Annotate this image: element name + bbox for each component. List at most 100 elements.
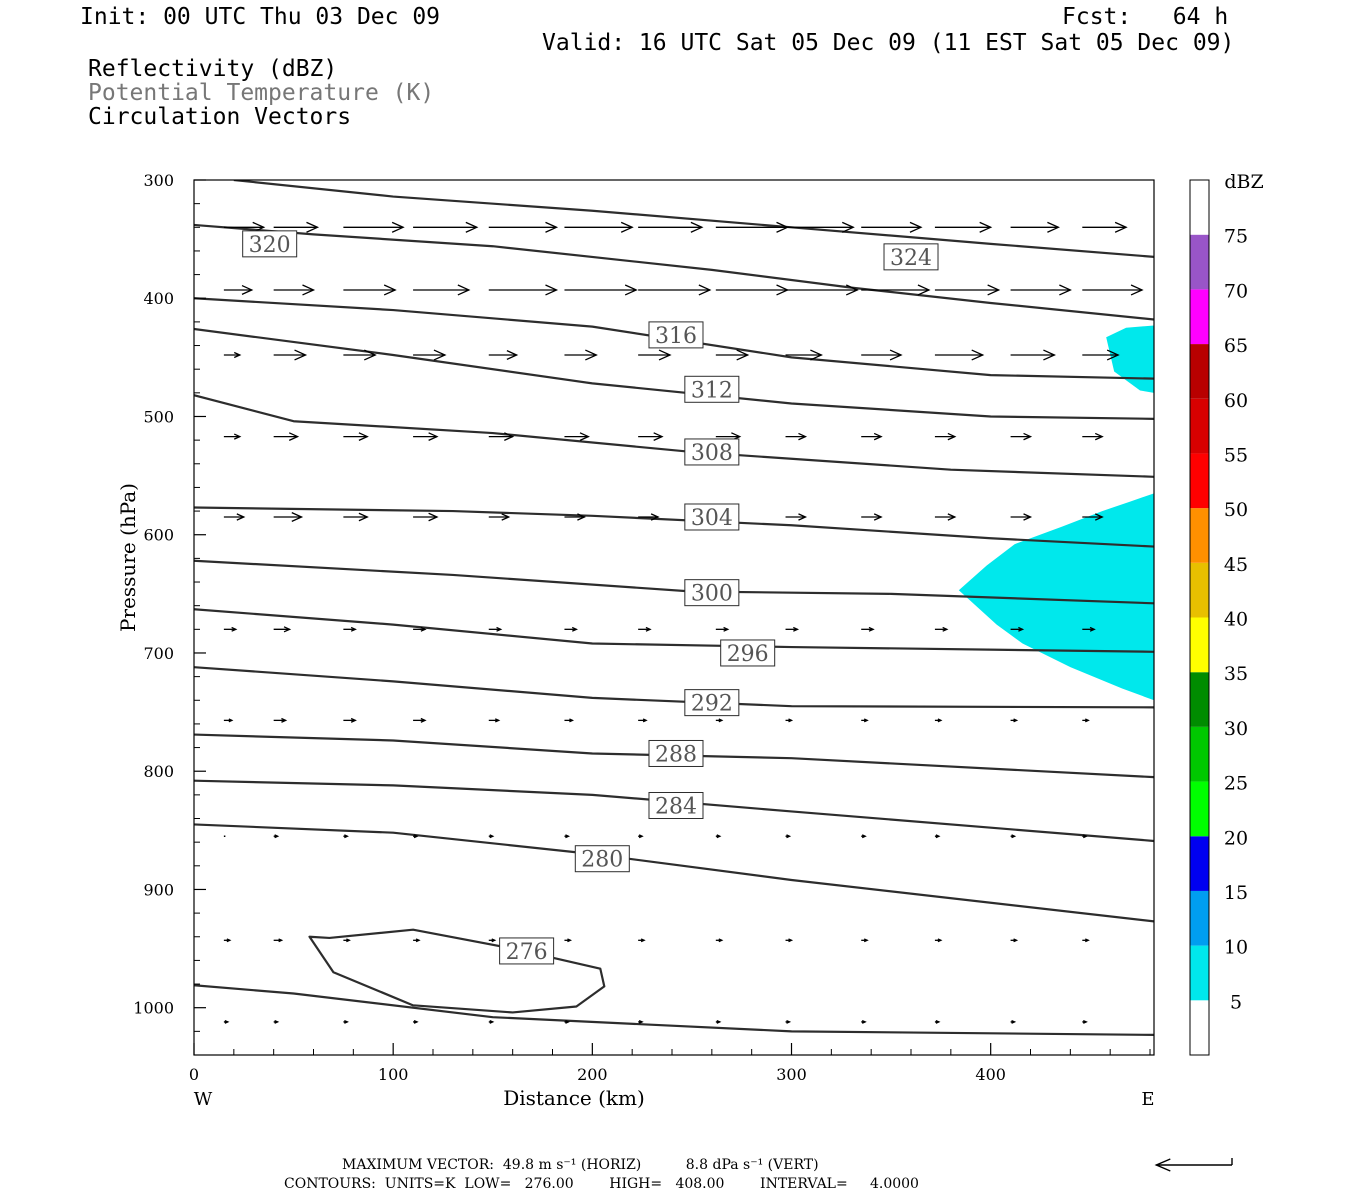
vector-arrow xyxy=(413,284,471,296)
vector-arrow xyxy=(343,1019,349,1024)
vector-arrow xyxy=(1010,349,1056,361)
vector-arrow xyxy=(638,718,648,723)
vector-arrow xyxy=(223,718,234,723)
vector-head xyxy=(716,1019,722,1024)
theta-contour-284 xyxy=(194,779,1154,843)
y-tick-label-500: 500 xyxy=(143,407,174,426)
vector-head xyxy=(1011,834,1017,839)
vector-head xyxy=(1043,349,1056,361)
vector-arrow xyxy=(273,512,304,522)
vector-arrow xyxy=(343,938,351,943)
contour-label-300: 300 xyxy=(691,582,733,607)
vector-arrow xyxy=(861,1019,867,1024)
vector-head xyxy=(1085,718,1090,723)
contour-label-308: 308 xyxy=(691,441,733,466)
vector-head xyxy=(413,1019,419,1024)
colorbar-label-60: 60 xyxy=(1224,390,1248,412)
vector-head xyxy=(494,718,501,723)
colorbar-label-65: 65 xyxy=(1224,335,1248,357)
vector-head xyxy=(889,349,903,361)
vector-head xyxy=(937,938,943,943)
vector-arrow xyxy=(785,1019,792,1024)
colorbar-segment xyxy=(1190,508,1209,563)
vector-arrow xyxy=(273,834,280,839)
contour-label-304: 304 xyxy=(691,506,733,531)
vector-head xyxy=(545,284,559,296)
circulation-vectors xyxy=(223,221,1144,1024)
theta-contour-308 xyxy=(194,394,1154,478)
vector-arrow xyxy=(564,938,573,943)
vector-head xyxy=(1094,513,1104,521)
x-tick-label-300: 300 xyxy=(776,1065,807,1084)
vector-head xyxy=(718,718,724,723)
vector-arrow xyxy=(638,432,664,441)
colorbar-label-10: 10 xyxy=(1224,937,1248,959)
vector-arrow xyxy=(1082,626,1096,632)
y-tick-label-800: 800 xyxy=(143,762,174,781)
vector-head xyxy=(545,221,559,233)
contour-label-box xyxy=(574,845,630,873)
vector-arrow xyxy=(638,1019,644,1024)
vector-head xyxy=(465,221,479,233)
vector-head xyxy=(1023,432,1033,441)
vector-head xyxy=(344,834,349,839)
vector-head xyxy=(491,938,497,943)
vector-head xyxy=(798,513,808,521)
vector-head xyxy=(947,513,957,521)
field-potential-temperature: Potential Temperature (K) xyxy=(88,80,435,106)
vector-head xyxy=(344,1019,349,1024)
vector-arrow xyxy=(1082,938,1090,943)
vector-head xyxy=(506,350,519,360)
vector-arrow xyxy=(343,834,349,839)
vector-arrow xyxy=(861,834,867,839)
vector-head xyxy=(391,221,405,233)
contour-label-box xyxy=(720,639,776,667)
vector-arrow xyxy=(934,626,949,632)
vector-arrow xyxy=(223,626,238,632)
plot-frame xyxy=(193,179,1155,1056)
vector-head xyxy=(786,834,792,839)
max-vector-note: MAXIMUM VECTOR: 49.8 m s⁻¹ (HORIZ) 8.8 d… xyxy=(342,1157,819,1173)
forecast-hour: Fcst: 64 h xyxy=(1062,4,1229,30)
vector-head xyxy=(415,938,421,943)
vector-head xyxy=(233,433,242,440)
colorbar-segment xyxy=(1190,617,1209,673)
vector-head xyxy=(935,1019,941,1024)
vector-head xyxy=(793,626,800,632)
vector-head xyxy=(501,513,511,521)
vector-arrow xyxy=(564,284,638,296)
contour-label-296: 296 xyxy=(727,642,769,667)
contour-label-280: 280 xyxy=(581,848,623,873)
vector-head xyxy=(577,513,586,521)
vector-arrow xyxy=(1082,513,1104,521)
vector-head xyxy=(620,221,634,233)
vector-head xyxy=(638,834,644,839)
colorbar-segment xyxy=(1190,672,1209,727)
vector-head xyxy=(565,1019,571,1024)
vector-head xyxy=(350,626,357,632)
contour-labels: 324 320 316 312 308 304 300 296 292 288 284 280 276 xyxy=(242,230,939,965)
contour-label-312: 312 xyxy=(691,378,733,403)
vector-arrow xyxy=(861,349,903,361)
vector-arrow xyxy=(413,626,427,632)
vector-arrow xyxy=(343,626,357,632)
vector-head xyxy=(640,938,646,943)
vector-arrow xyxy=(934,718,943,723)
vector-head xyxy=(489,834,495,839)
theta-contour-280 xyxy=(194,823,1154,923)
contour-label-box xyxy=(648,739,704,767)
vector-arrow xyxy=(785,626,800,632)
vector-arrow xyxy=(715,284,790,296)
vector-arrow xyxy=(715,834,722,839)
theta-contour-320 xyxy=(194,223,1154,321)
contour-label-292: 292 xyxy=(691,692,733,717)
vector-arrow xyxy=(638,349,672,361)
theta-contour-292 xyxy=(194,666,1154,709)
y-tick-label-600: 600 xyxy=(143,526,174,545)
vector-arrow xyxy=(564,1019,571,1024)
contour-label-316: 316 xyxy=(655,324,697,349)
vector-head xyxy=(658,349,672,361)
colorbar-label-25: 25 xyxy=(1224,773,1248,795)
vector-arrow xyxy=(934,221,993,233)
vector-head xyxy=(1085,938,1090,943)
